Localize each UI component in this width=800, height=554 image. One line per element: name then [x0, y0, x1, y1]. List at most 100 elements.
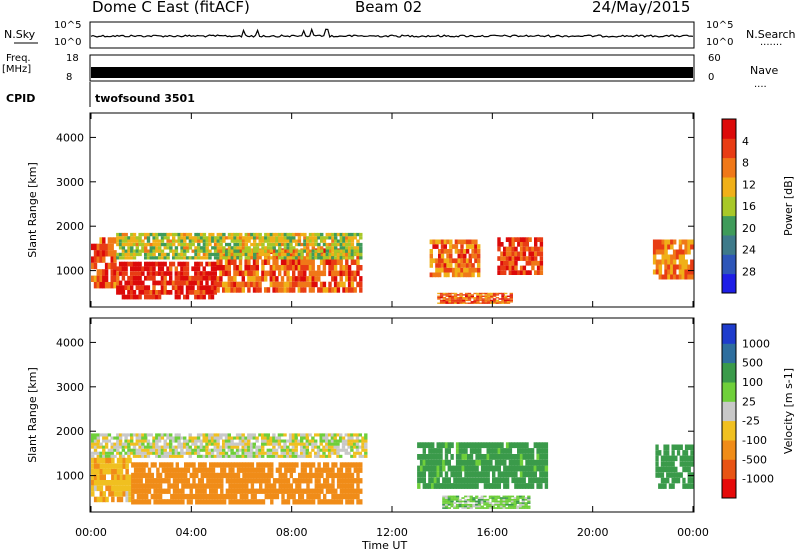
velocity-cell	[164, 478, 168, 484]
power-cell	[247, 256, 251, 260]
velocity-cell	[146, 454, 151, 458]
velocity-cell	[311, 439, 315, 443]
power-cell	[194, 271, 198, 276]
power-cell	[468, 253, 472, 259]
velocity-cell	[428, 448, 432, 454]
power-cell	[437, 295, 441, 297]
velocity-cell	[283, 445, 287, 449]
velocity-cell	[269, 454, 273, 458]
velocity-cell	[222, 451, 226, 455]
velocity-cell	[230, 451, 234, 455]
velocity-cell	[141, 442, 145, 446]
power-cell	[501, 295, 505, 297]
velocity-cell	[91, 445, 95, 449]
power-cell	[146, 261, 151, 267]
velocity-cell	[197, 483, 202, 489]
y-tick-label: 1000	[56, 265, 84, 278]
velocity-cell	[455, 471, 460, 478]
velocity-cell	[160, 451, 165, 455]
velocity-cell	[146, 433, 151, 437]
velocity-cell	[192, 467, 196, 473]
velocity-cell	[690, 461, 694, 467]
velocity-cell	[111, 468, 115, 475]
power-cell	[442, 292, 447, 295]
power-cell	[219, 246, 223, 250]
velocity-cell	[483, 495, 487, 498]
power-cell	[359, 287, 363, 293]
power-cell	[311, 270, 315, 277]
velocity-cell	[272, 478, 277, 484]
power-cell	[264, 270, 268, 277]
velocity-cell	[199, 448, 204, 452]
velocity-cell	[505, 477, 510, 484]
velocity-cell	[256, 499, 260, 505]
power-cell	[183, 246, 187, 250]
velocity-cell	[300, 478, 305, 484]
power-cell	[331, 249, 335, 253]
power-cell	[484, 301, 488, 303]
velocity-cell	[453, 495, 457, 498]
power-cell	[185, 236, 190, 240]
power-cell	[264, 287, 268, 293]
velocity-cell	[450, 498, 454, 501]
velocity-cell	[231, 467, 235, 473]
power-cell	[457, 267, 461, 273]
velocity-cell	[442, 505, 446, 508]
power-cell	[121, 249, 126, 253]
velocity-cell	[297, 442, 301, 446]
power-cell	[132, 271, 137, 276]
velocity-cell	[127, 439, 131, 443]
velocity-cell	[132, 433, 137, 437]
power-cell	[191, 285, 195, 290]
velocity-cell	[519, 507, 523, 509]
power-cell	[269, 256, 274, 260]
velocity-cell	[668, 455, 673, 462]
power-cell	[322, 236, 327, 240]
velocity-cell	[197, 499, 202, 505]
velocity-cell	[96, 433, 100, 437]
velocity-cell	[96, 451, 100, 455]
velocity-cell	[231, 483, 235, 489]
power-cell	[359, 249, 363, 253]
velocity-cell	[350, 454, 354, 458]
power-cell	[308, 287, 313, 293]
power-cell	[191, 290, 195, 295]
velocity-cell	[660, 483, 665, 489]
power-cell	[661, 244, 665, 250]
velocity-cell	[514, 454, 518, 460]
power-cell	[250, 270, 254, 277]
velocity-cell	[93, 439, 98, 443]
velocity-cell	[203, 483, 207, 489]
power-cell	[334, 236, 338, 240]
velocity-cell	[102, 451, 106, 455]
power-cell	[230, 252, 234, 257]
velocity-cell	[439, 442, 443, 449]
velocity-cell	[453, 477, 457, 484]
velocity-cell	[330, 451, 335, 455]
power-cell	[667, 259, 671, 265]
velocity-cell	[107, 451, 112, 455]
velocity-cell	[206, 483, 210, 489]
velocity-cell	[149, 448, 153, 452]
power-cell	[191, 275, 195, 281]
velocity-cell	[469, 503, 473, 506]
power-colorbar-tick: 20	[742, 222, 756, 235]
velocity-cell	[317, 483, 321, 489]
velocity-cell	[308, 442, 312, 446]
power-cell	[328, 287, 332, 293]
power-cell	[511, 256, 515, 261]
power-cell	[347, 281, 352, 288]
velocity-cell	[197, 467, 202, 473]
power-cell	[188, 275, 192, 281]
power-cell	[655, 259, 660, 265]
power-cell	[492, 298, 497, 300]
velocity-cell	[663, 483, 667, 489]
power-cell	[152, 249, 156, 253]
velocity-cell	[125, 474, 129, 480]
power-cell	[194, 280, 198, 286]
velocity-cell	[475, 477, 479, 484]
velocity-cell	[155, 442, 159, 446]
power-cell	[272, 242, 276, 247]
power-cell	[272, 256, 276, 260]
velocity-cell	[145, 499, 149, 505]
